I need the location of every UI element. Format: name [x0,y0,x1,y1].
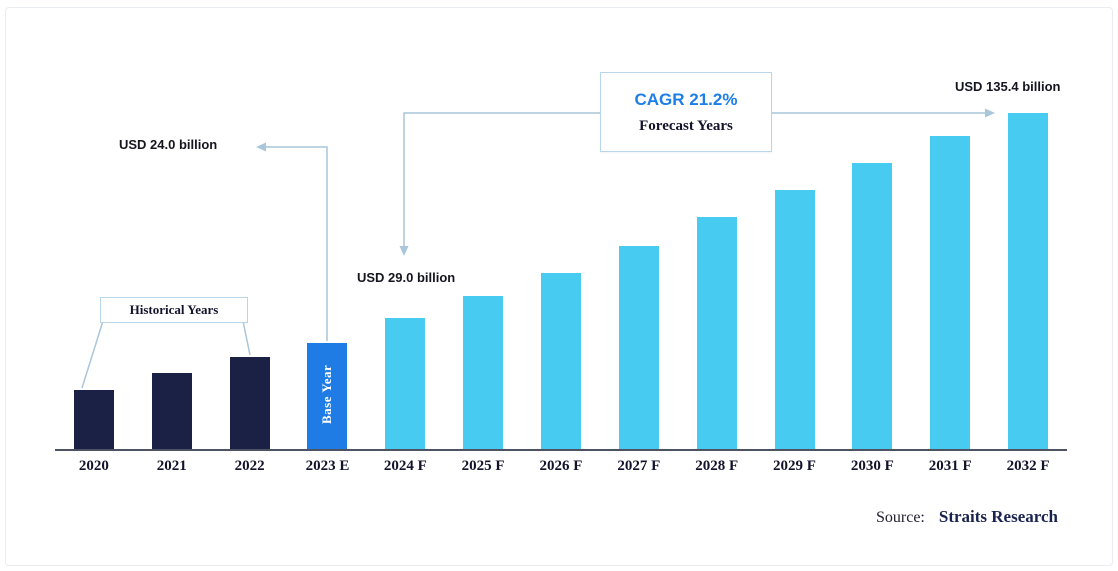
bar-column [833,50,911,450]
bar-column [600,50,678,450]
bar-2028-f [696,217,737,450]
bar-2025-f [463,296,504,450]
historical-years-label: Historical Years [129,302,219,317]
bar-2022 [229,357,270,450]
x-axis-label: 2031 F [928,458,972,474]
bar-column [756,50,834,450]
x-axis-label: 2022 [234,458,265,474]
x-axis-labels: 2020 2021 2022 2023 E 2024 F 2025 F 2026 F 2027… [55,458,1067,475]
annotation-usd-24-billion: USD 24.0 billion [119,137,218,152]
bar-2029-f [774,190,815,450]
bar-2030-f [852,163,893,450]
bar-column [366,50,444,450]
x-axis-label: 2028 F [695,458,739,474]
bar-2031-f [930,136,971,450]
x-axis-label: 2024 F [383,458,427,474]
bar-column [911,50,989,450]
x-axis-label: 2023 E [305,458,350,474]
base-year-label: Base Year [319,364,335,425]
bar-2024-f [385,318,426,450]
bar-2020 [73,390,114,450]
x-axis-label: 2026 F [539,458,583,474]
bar-2023-e: Base Year [307,343,348,450]
bar-2021 [151,373,192,450]
bar-2026-f [540,273,581,450]
bar-2032-f [1008,113,1049,450]
x-axis-line [55,449,1067,451]
cagr-value: CAGR 21.2% [634,89,738,109]
x-axis-label: 2020 [78,458,109,474]
forecast-years-label: Forecast Years [639,117,733,134]
cagr-callout-box: CAGR 21.2% Forecast Years [600,72,772,152]
annotation-usd-29-billion: USD 29.0 billion [357,270,456,285]
bar-column [989,50,1067,450]
source-line: Source: Straits Research [876,507,1058,527]
x-axis-label: 2025 F [461,458,505,474]
source-prefix: Source: [875,509,925,526]
bar-column: Base Year [289,50,367,450]
bar-column [211,50,289,450]
x-axis-label: 2021 [156,458,187,474]
bar-column [55,50,133,450]
bar-column [444,50,522,450]
source-name: Straits Research [938,507,1058,526]
bars: Base Year [55,50,1067,450]
x-axis-label: 2030 F [850,458,894,474]
historical-years-box: Historical Years [100,297,248,323]
bar-column [678,50,756,450]
x-axis-label: 2029 F [773,458,816,474]
x-axis-label: 2032 F [1006,458,1050,474]
annotation-usd-135-billion: USD 135.4 billion [955,79,1061,94]
bar-column [522,50,600,450]
bar-2027-f [618,246,659,450]
bar-column [133,50,211,450]
x-axis-label: 2027 F [617,458,661,474]
